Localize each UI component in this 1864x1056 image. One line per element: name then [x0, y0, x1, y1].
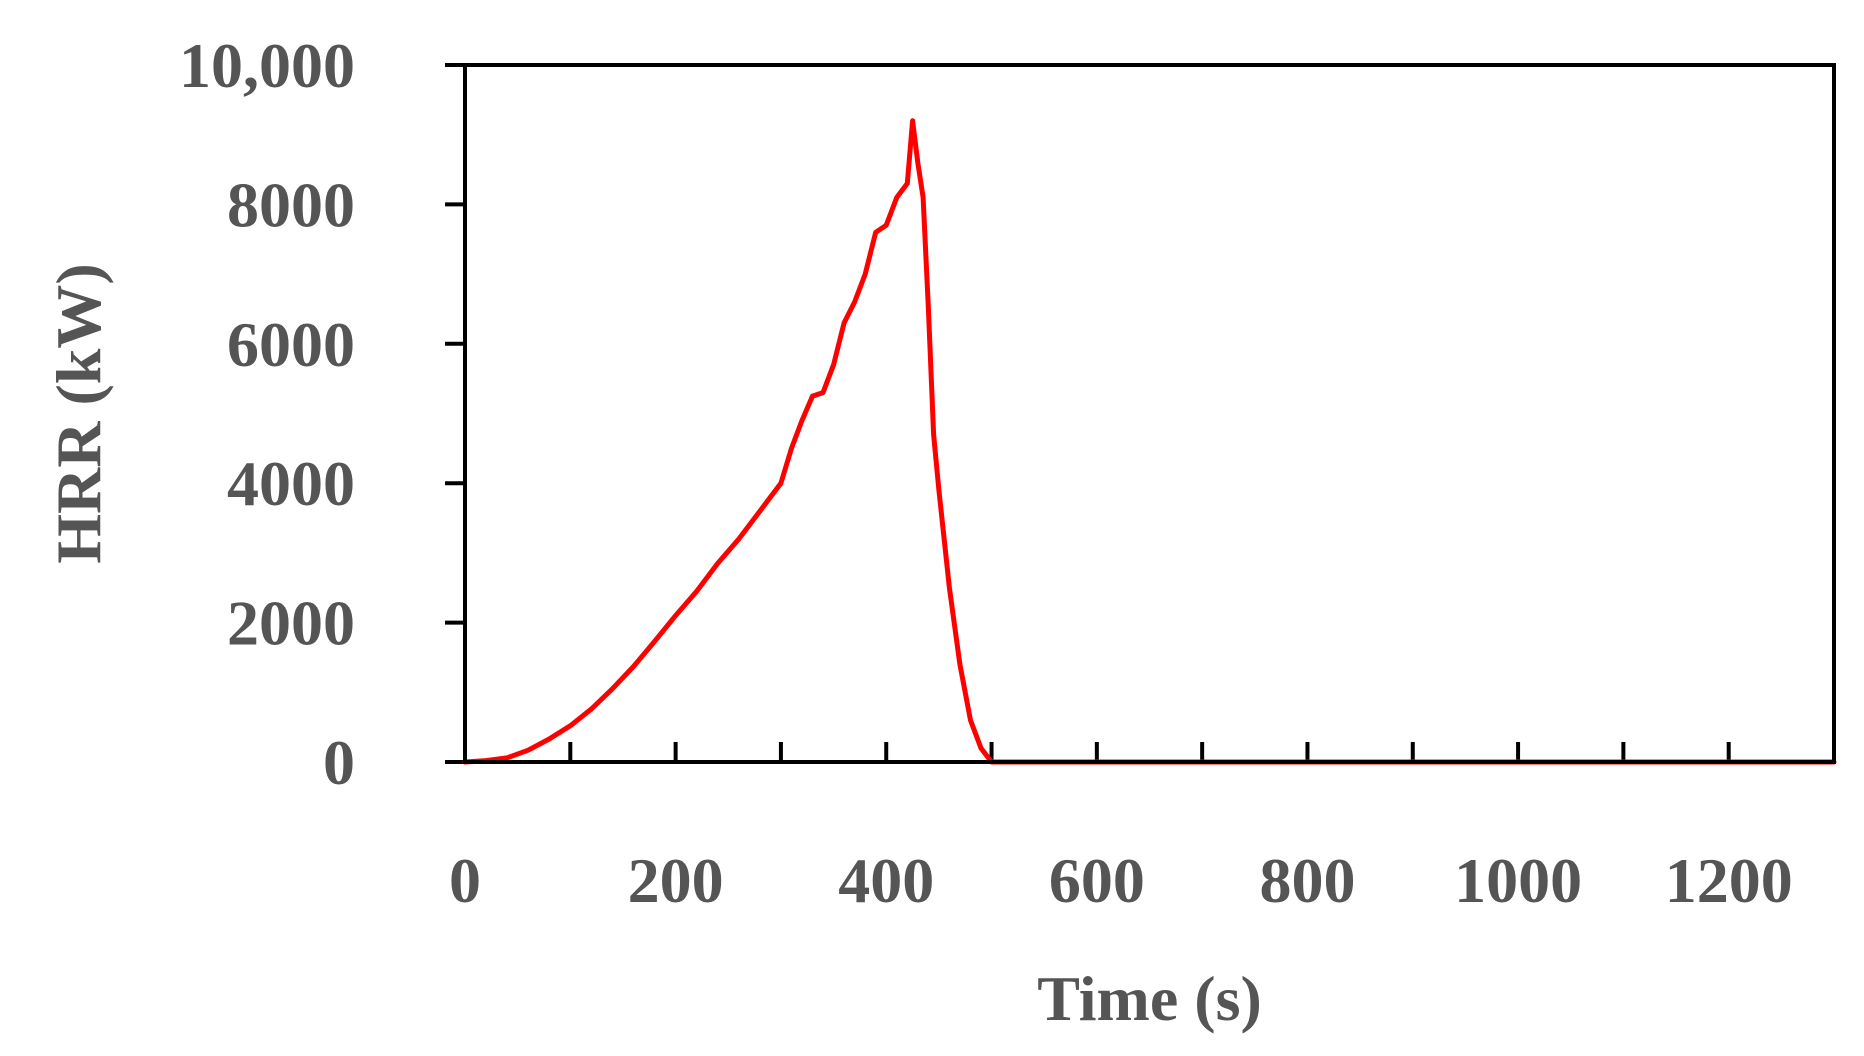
y-axis-title: HRR (kW) [43, 263, 114, 563]
y-tick-label: 6000 [227, 309, 355, 380]
x-axis-ticks [463, 742, 1731, 762]
y-tick-label: 10,000 [179, 30, 355, 101]
x-tick-label: 800 [1259, 845, 1355, 916]
plot-frame [463, 63, 1836, 764]
x-tick-label: 0 [449, 845, 481, 916]
x-tick-label: 400 [838, 845, 934, 916]
x-tick-label: 600 [1049, 845, 1145, 916]
y-axis-tick-labels: 0 2000 4000 6000 8000 10,000 [179, 30, 355, 798]
series-group [462, 118, 1837, 765]
y-tick-label: 2000 [227, 588, 355, 659]
y-axis-ticks [445, 63, 465, 764]
x-axis-tick-labels: 0 200 400 600 800 1000 1200 [449, 845, 1793, 916]
x-axis-title: Time (s) [1037, 963, 1262, 1034]
x-tick-label: 200 [628, 845, 724, 916]
x-tick-label: 1000 [1454, 845, 1582, 916]
y-tick-label: 0 [323, 727, 355, 798]
y-tick-label: 8000 [227, 169, 355, 240]
series-line [462, 118, 1837, 765]
y-tick-label: 4000 [227, 448, 355, 519]
x-tick-label: 1200 [1665, 845, 1793, 916]
